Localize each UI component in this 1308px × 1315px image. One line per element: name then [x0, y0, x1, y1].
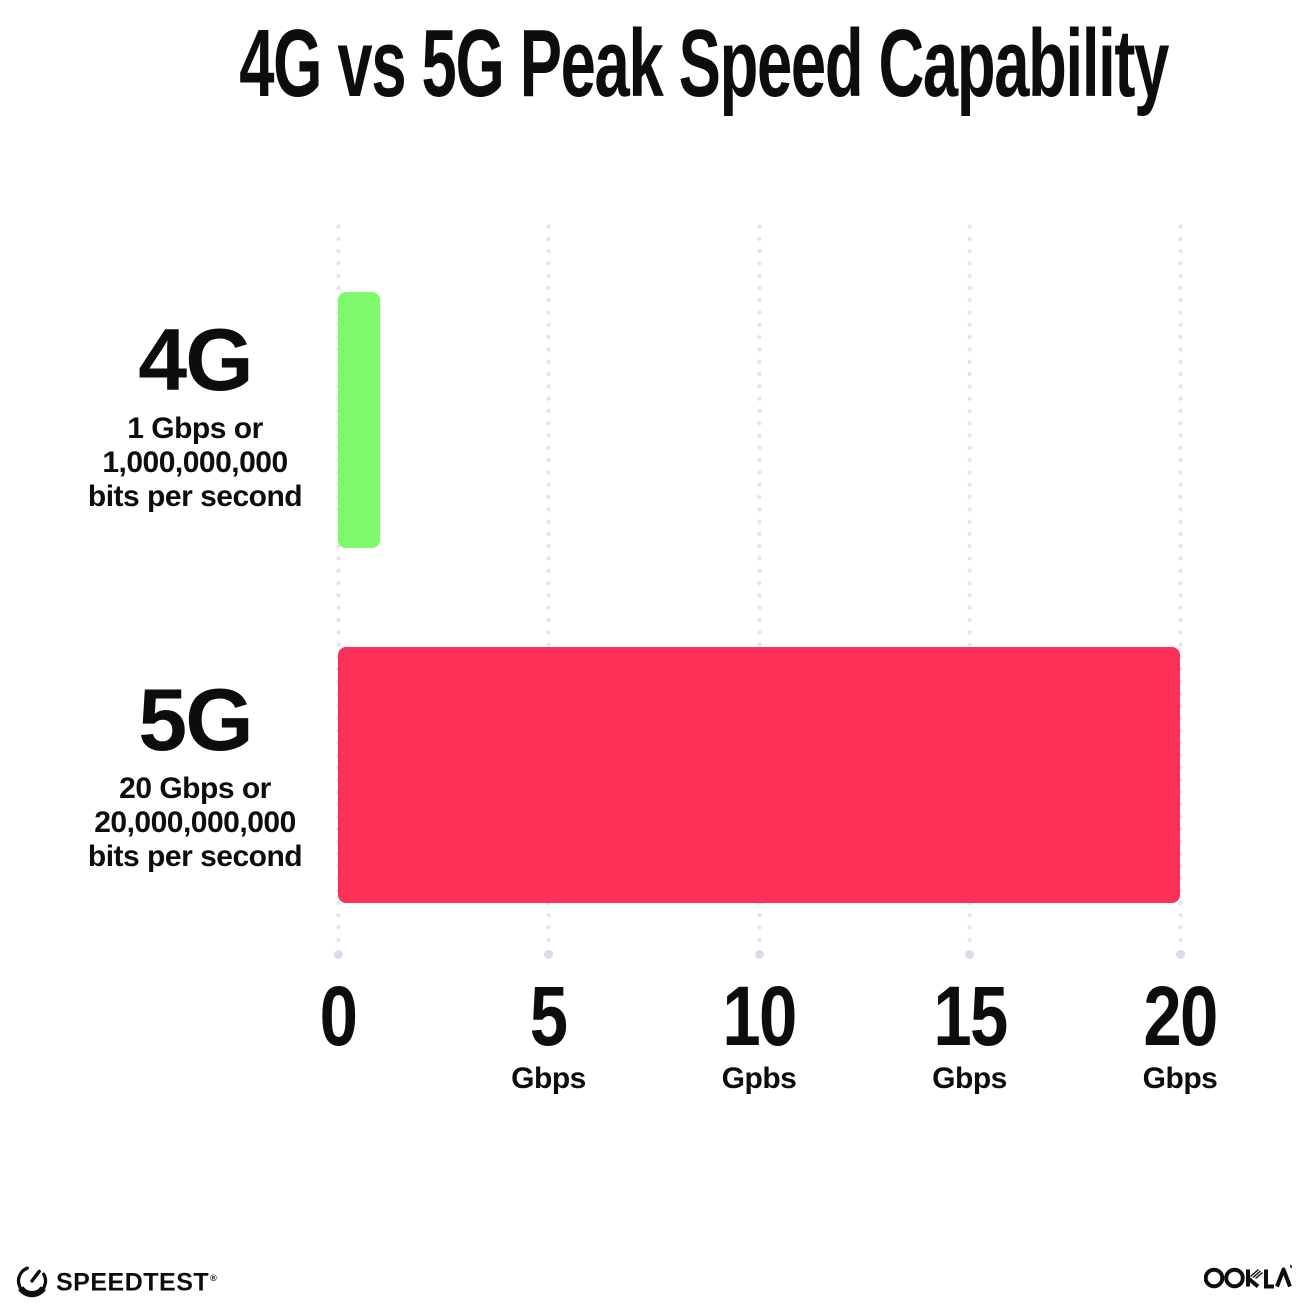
bar-4g: [338, 292, 380, 548]
speedtest-wordmark-text: SPEEDTEST: [56, 1268, 210, 1297]
gridline-end-dot: [754, 950, 764, 959]
gridline: [756, 224, 762, 944]
x-tick-0: 0: [316, 974, 361, 1062]
bar-5g: [338, 647, 1180, 903]
row-label-5g-title: 5G: [138, 670, 253, 769]
row-label-5g-subline-3: bits per second: [87, 840, 303, 873]
x-tick-10-value: 10: [722, 969, 797, 1063]
x-tick-15-value: 15: [932, 969, 1008, 1063]
gridline: [546, 224, 551, 944]
row-label-4g: 4G 1 Gbps or 1,000,000,000 bits per seco…: [30, 316, 360, 514]
x-tick-0-value: 0: [319, 969, 358, 1063]
speedtest-logo: SPEEDTEST®: [14, 1260, 217, 1300]
x-tick-15-unit: Gbps: [932, 1062, 1007, 1095]
row-label-5g-sublabel: 20 Gbps or 20,000,000,000 bits per secon…: [30, 772, 360, 874]
row-label-5g-subline-1: 20 Gbps or: [119, 772, 271, 805]
ookla-wordmark-icon: [1203, 1264, 1293, 1289]
page-title-text: 4G vs 5G Peak Speed Capability: [239, 10, 1169, 117]
gridline: [335, 224, 341, 944]
x-tick-10: 10 Gpbs: [714, 974, 803, 1096]
row-label-5g: 5G 20 Gbps or 20,000,000,000 bits per se…: [30, 676, 360, 874]
x-tick-20: 20 Gbps: [1135, 974, 1224, 1096]
row-label-4g-subline-1: 1 Gbps or: [127, 412, 263, 445]
x-tick-5-unit: Gbps: [511, 1062, 586, 1095]
speedtest-wordmark: SPEEDTEST®: [56, 1260, 217, 1300]
gridline: [1177, 224, 1183, 944]
x-tick-20-value: 20: [1143, 969, 1218, 1063]
x-tick-5: 5 Gbps: [511, 974, 586, 1096]
x-tick-10-unit: Gpbs: [721, 1062, 797, 1095]
gridline-end-dot: [333, 950, 343, 959]
x-tick-5-value: 5: [530, 969, 568, 1063]
speedtest-gauge-icon: [16, 1266, 48, 1298]
x-tick-20-unit: Gbps: [1142, 1062, 1218, 1095]
page-title: 4G vs 5G Peak Speed Capability: [0, 10, 1308, 117]
gridline: [967, 224, 972, 944]
gridline-end-dot: [1175, 950, 1185, 959]
gridline-end-dot: [544, 950, 553, 959]
row-label-4g-subline-3: bits per second: [87, 480, 303, 513]
gridline-end-dot: [965, 950, 974, 959]
row-label-4g-subline-2: 1,000,000,000: [102, 446, 288, 479]
row-label-4g-sublabel: 1 Gbps or 1,000,000,000 bits per second: [30, 412, 360, 514]
row-label-4g-title: 4G: [138, 310, 253, 409]
speedtest-trademark: ®: [210, 1273, 218, 1283]
ookla-logo: [1203, 1262, 1293, 1295]
row-label-5g-subline-2: 20,000,000,000: [94, 806, 296, 839]
x-tick-15: 15 Gbps: [925, 974, 1014, 1096]
